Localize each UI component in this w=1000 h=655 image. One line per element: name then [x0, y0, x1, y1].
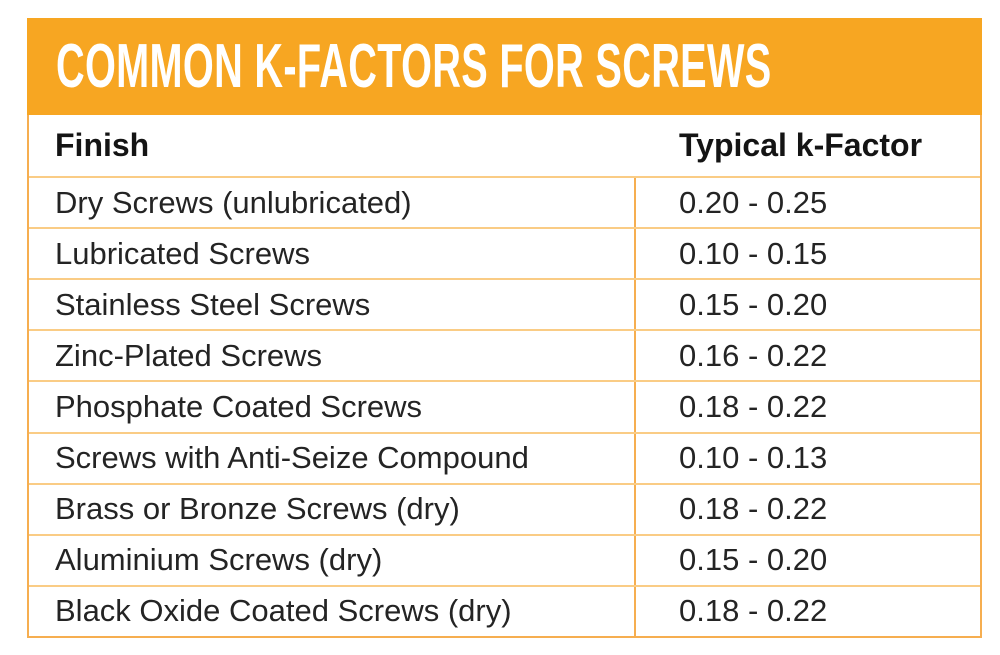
k-factor-cell: 0.18 - 0.22	[679, 491, 828, 527]
column-header-k-factor: Typical k-Factor	[679, 127, 923, 163]
k-factor-cell: 0.18 - 0.22	[679, 388, 828, 424]
title-banner: COMMON K-FACTORS FOR SCREWS	[27, 18, 982, 115]
finish-cell: Black Oxide Coated Screws (dry)	[29, 586, 636, 636]
k-factor-cell: 0.18 - 0.22	[679, 593, 828, 629]
table-row: Phosphate Coated Screws 0.18 - 0.22	[29, 380, 980, 432]
table-row: Brass or Bronze Screws (dry) 0.18 - 0.22	[29, 482, 980, 534]
k-factor-cell: 0.20 - 0.25	[679, 184, 828, 220]
table-header-row: Finish Typical k-Factor	[29, 115, 980, 176]
finish-cell: Screws with Anti-Seize Compound	[29, 433, 636, 483]
k-factor-table: Finish Typical k-Factor Dry Screws (unlu…	[27, 115, 982, 638]
table-row: Aluminium Screws (dry) 0.15 - 0.20	[29, 533, 980, 585]
table-row: Stainless Steel Screws 0.15 - 0.20	[29, 278, 980, 330]
k-factor-cell: 0.10 - 0.13	[679, 440, 828, 476]
finish-cell: Stainless Steel Screws	[29, 280, 636, 330]
finish-cell: Aluminium Screws (dry)	[29, 535, 636, 585]
column-header-finish: Finish	[55, 127, 150, 163]
table-row: Zinc-Plated Screws 0.16 - 0.22	[29, 329, 980, 381]
finish-cell: Lubricated Screws	[29, 229, 636, 279]
page-title: COMMON K-FACTORS FOR SCREWS	[56, 31, 772, 101]
finish-cell: Dry Screws (unlubricated)	[29, 178, 636, 228]
finish-cell: Zinc-Plated Screws	[29, 331, 636, 381]
k-factor-cell: 0.15 - 0.20	[679, 542, 828, 578]
table-body: Dry Screws (unlubricated) 0.20 - 0.25 Lu…	[29, 176, 980, 636]
k-factor-cell: 0.10 - 0.15	[679, 235, 828, 271]
table-row: Screws with Anti-Seize Compound 0.10 - 0…	[29, 431, 980, 483]
table-row: Dry Screws (unlubricated) 0.20 - 0.25	[29, 176, 980, 228]
finish-cell: Phosphate Coated Screws	[29, 382, 636, 432]
table-row: Lubricated Screws 0.10 - 0.15	[29, 227, 980, 279]
table-row: Black Oxide Coated Screws (dry) 0.18 - 0…	[29, 584, 980, 636]
k-factor-cell: 0.16 - 0.22	[679, 337, 828, 373]
k-factor-cell: 0.15 - 0.20	[679, 286, 828, 322]
finish-cell: Brass or Bronze Screws (dry)	[29, 484, 636, 534]
